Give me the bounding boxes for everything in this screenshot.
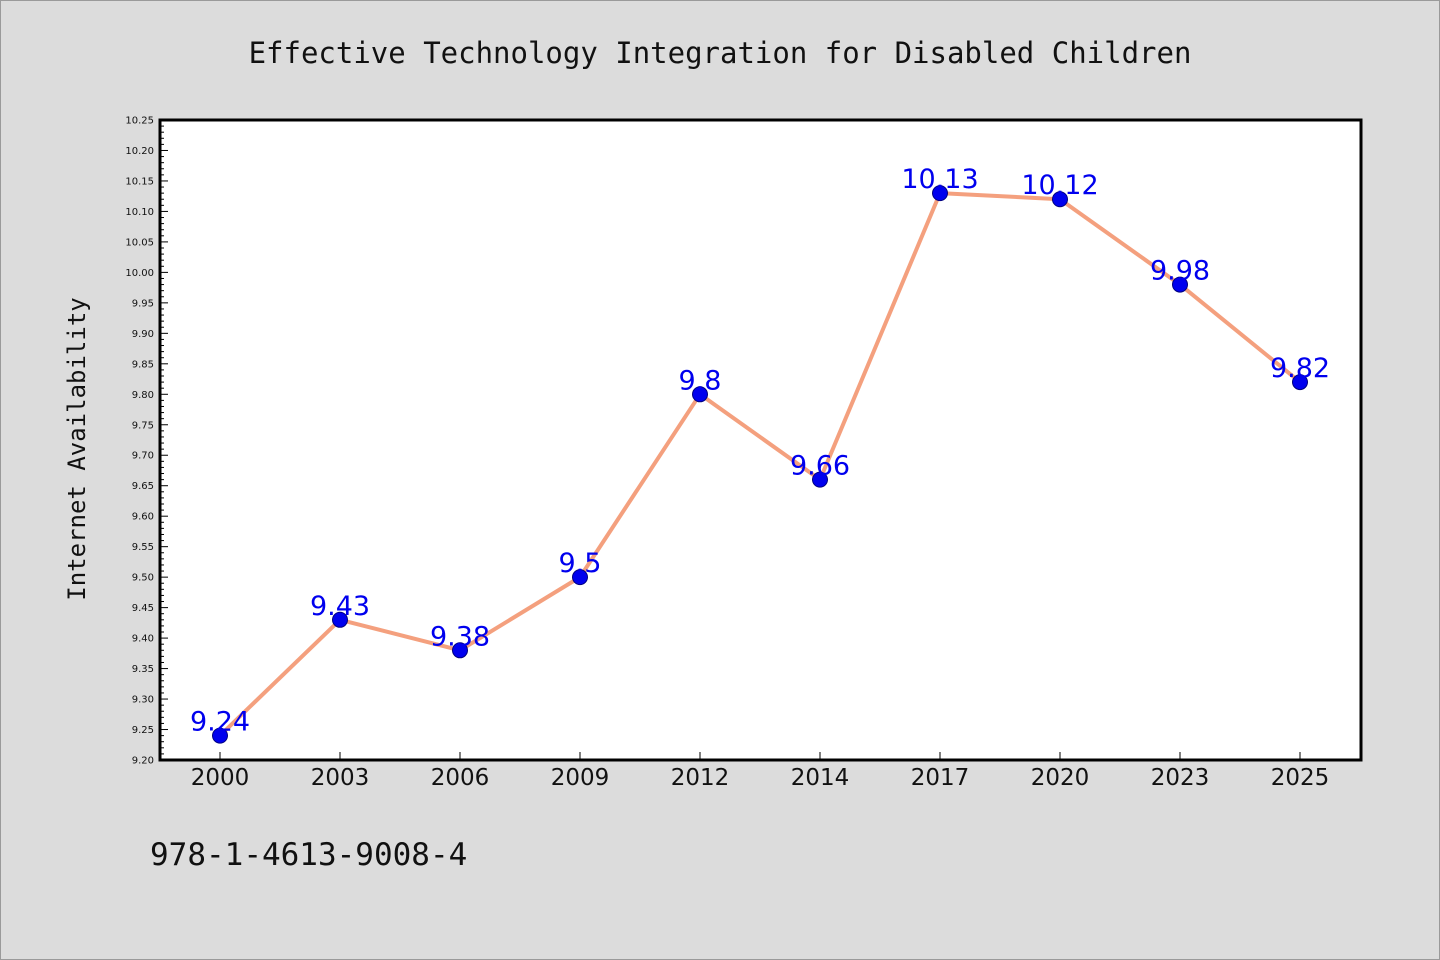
y-tick-label: 9.25 [132, 725, 154, 736]
data-point-label: 10.12 [1021, 170, 1098, 201]
data-point-marker [452, 642, 468, 659]
y-tick-label: 10.25 [125, 116, 154, 127]
data-point-marker [212, 727, 228, 744]
y-tick-label: 9.40 [132, 634, 154, 645]
x-tick-label: 2003 [311, 765, 370, 791]
y-tick-label: 9.65 [132, 481, 154, 492]
x-tick-label: 2009 [551, 765, 610, 791]
x-tick-label: 2014 [791, 765, 850, 791]
y-tick-label: 9.30 [132, 695, 154, 706]
y-tick-label: 9.45 [132, 603, 154, 614]
y-axis-label: Internet Availability [63, 297, 91, 600]
data-point-marker [1172, 276, 1188, 293]
data-point-marker [812, 471, 828, 488]
data-point-label: 9.66 [790, 451, 850, 482]
data-point-label: 9.24 [190, 707, 250, 738]
y-tick-label: 9.95 [132, 298, 154, 309]
x-tick-label: 2017 [911, 765, 970, 791]
chart-title: Effective Technology Integration for Dis… [249, 36, 1192, 70]
data-point-label: 9.38 [430, 621, 490, 652]
y-tick-label: 10.10 [125, 207, 154, 218]
data-point-marker [692, 386, 708, 403]
y-tick-label: 9.60 [132, 512, 154, 523]
plot-area [158, 118, 1363, 762]
data-series [212, 185, 1308, 744]
y-tick-label: 9.80 [132, 390, 154, 401]
y-tick-label: 9.20 [132, 756, 154, 767]
data-point-marker [932, 185, 948, 202]
y-axis: 9.20 9.25 9.30 9.35 9.40 9.45 9.50 9.55 9.60 9.65… [125, 116, 168, 767]
data-point-label: 10.13 [901, 164, 978, 195]
y-tick-label: 9.85 [132, 359, 154, 370]
x-axis: 2000 2003 2006 2009 2012 2014 2017 2020 2023 2025 [191, 752, 1330, 791]
y-tick-label: 10.15 [125, 176, 154, 187]
y-tick-label: 9.90 [132, 329, 154, 340]
data-point-marker [572, 569, 588, 586]
data-point-label: 9.8 [679, 365, 722, 396]
data-labels: 9.24 9.43 9.38 9.5 9.8 9.66 10.13 10.12 9.98 9.82 [190, 164, 1330, 737]
y-tick-label: 9.35 [132, 664, 154, 675]
y-tick-label: 10.05 [125, 237, 154, 248]
y-tick-label: 9.50 [132, 573, 154, 584]
isbn-caption: 978-1-4613-9008-4 [150, 837, 467, 873]
x-tick-label: 2023 [1151, 765, 1210, 791]
data-point-marker [332, 611, 348, 628]
data-point-marker [1052, 191, 1068, 208]
x-tick-label: 2012 [671, 765, 730, 791]
data-point-marker [1292, 374, 1308, 391]
series-line [218, 191, 1302, 738]
y-tick-label: 10.00 [125, 268, 154, 279]
data-point-label: 9.98 [1150, 256, 1210, 287]
data-point-label: 9.82 [1270, 353, 1330, 384]
data-point-label: 9.5 [559, 548, 602, 579]
data-point-label: 9.43 [310, 591, 370, 622]
y-tick-label: 9.70 [132, 451, 154, 462]
x-tick-label: 2020 [1031, 765, 1090, 791]
x-tick-label: 2006 [431, 765, 490, 791]
x-tick-label: 2000 [191, 765, 250, 791]
y-tick-label: 9.55 [132, 542, 154, 553]
x-tick-label: 2025 [1271, 765, 1330, 791]
y-tick-label: 9.75 [132, 420, 154, 431]
y-tick-label: 10.20 [125, 146, 154, 157]
